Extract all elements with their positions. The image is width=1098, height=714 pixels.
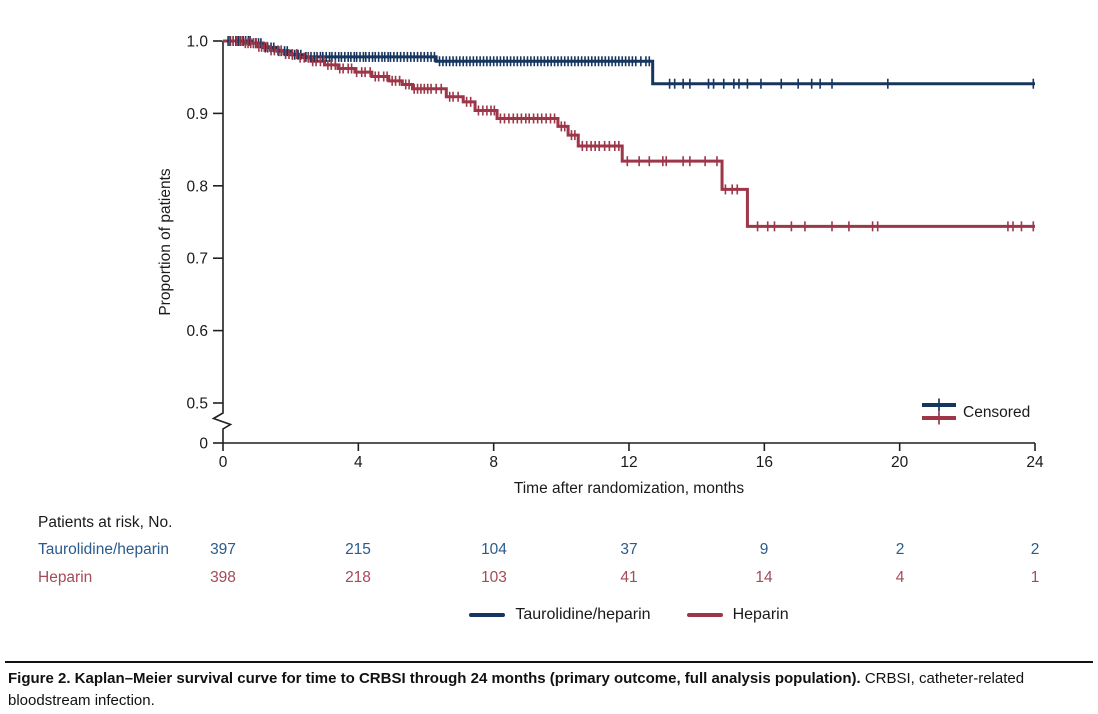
y-zero-label: 0 (199, 436, 208, 453)
survival-curves (223, 39, 1035, 228)
censor-marks (227, 36, 1035, 232)
risk-count: 41 (620, 569, 638, 586)
caption-regular-text: CRBSI, catheter-related bloodstream infe… (8, 670, 1025, 709)
y-tick-label: 1.0 (186, 34, 208, 51)
red-line-swatch-icon (686, 612, 723, 618)
x-tick-label: 20 (891, 454, 909, 471)
y-tick-label: 0.8 (186, 178, 208, 195)
risk-row-label: Heparin (38, 569, 93, 586)
x-tick-label: 4 (354, 454, 363, 471)
axes: 1.0 0.9 0.8 0.7 0.6 0.5 00 4 8 12 16 20 24 (186, 34, 1044, 472)
censored-legend-label: Censored (963, 404, 1030, 421)
y-tick-label: 0.5 (186, 396, 208, 413)
censor-marks-heparin (228, 36, 1035, 232)
x-tick-label: 16 (756, 454, 773, 471)
caption-bold-text: Figure 2. Kaplan–Meier survival curve fo… (8, 670, 861, 687)
risk-row-taurolidine-heparin: Taurolidine/heparin 397 215 104 37 9 2 2 (0, 541, 1098, 563)
risk-count: 218 (345, 569, 371, 586)
risk-count: 398 (210, 569, 236, 586)
risk-count: 215 (345, 541, 371, 558)
legend-label: Heparin (732, 606, 789, 623)
km-plot: 1.00.90.80.70.60.500 4 8 12 16 20 24 Censored … (157, 34, 1044, 498)
y-tick-label: 0.7 (186, 251, 208, 268)
x-tick-label: 12 (620, 454, 637, 471)
legend-item-taurolidine-heparin: Taurolidine/heparin (469, 606, 651, 624)
x-tick-label: 8 (489, 454, 498, 471)
risk-count: 2 (1030, 541, 1040, 558)
x-tick-label: 0 (219, 454, 228, 471)
risk-table-header: Patients at risk, No. (38, 514, 173, 531)
risk-count: 4 (895, 569, 905, 586)
risk-count: 9 (759, 541, 769, 558)
risk-row-heparin: Heparin 398 218 103 41 14 4 1 (0, 569, 1098, 591)
legend-item-heparin: Heparin (686, 606, 789, 624)
y-tick-label: 0.6 (186, 323, 208, 340)
figure-caption: Figure 2. Kaplan–Meier survival curve fo… (8, 668, 1090, 712)
risk-row-label: Taurolidine/heparin (38, 541, 169, 558)
heparin-curve (223, 39, 1035, 228)
censored-legend: Censored (922, 398, 1030, 425)
legend-label: Taurolidine/heparin (515, 606, 651, 623)
blue-line-swatch-icon (469, 612, 506, 618)
risk-count: 2 (895, 541, 905, 558)
risk-count: 1 (1030, 569, 1040, 586)
x-tick-label: 24 (1026, 454, 1044, 471)
risk-count: 397 (210, 541, 236, 558)
risk-count: 104 (481, 541, 507, 558)
y-axis-line (211, 41, 233, 443)
risk-count: 103 (481, 569, 507, 586)
bottom-legend: Taurolidine/heparin Heparin (223, 606, 1035, 624)
x-axis-title: Time after randomization, months (514, 480, 745, 497)
caption-rule (5, 661, 1093, 663)
y-axis-title: Proportion of patients (157, 168, 174, 316)
risk-count: 37 (620, 541, 638, 558)
risk-count: 14 (755, 569, 773, 586)
y-tick-label: 0.9 (186, 106, 208, 123)
